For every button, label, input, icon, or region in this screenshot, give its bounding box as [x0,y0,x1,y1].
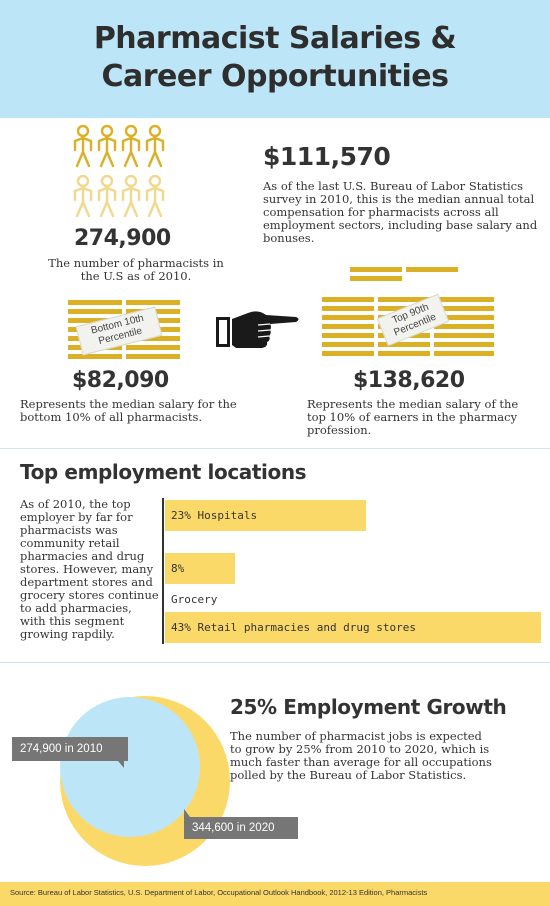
person-icon [145,124,165,168]
median-desc: As of the last U.S. Bureau of Labor Stat… [263,180,543,245]
person-icon [97,124,117,168]
bottom-percentile-value: $82,090 [72,368,169,393]
growth-desc-line: much faster than average for all occupat… [230,755,492,769]
bar-label: 23% Hospitals [171,509,258,522]
employment-desc-line: community retail [20,536,120,550]
growth-desc: The number of pharmacist jobs is expecte… [230,730,530,782]
source-text: Source: Bureau of Labor Statistics, U.S.… [10,888,428,897]
title-line-1: Pharmacist Salaries & [93,21,457,56]
employment-desc-line: As of 2010, the top [20,497,131,511]
employment-desc-line: stores. However, many [20,562,154,576]
callout-2020-tail [184,809,190,817]
page-title: Pharmacist Salaries & Career Opportuniti… [0,20,550,96]
divider [0,662,550,663]
top-percentile-value: $138,620 [353,368,465,393]
person-icon [121,124,141,168]
employment-desc-line: pharmacists was [20,523,118,537]
bar-label: 43% Retail pharmacies and drug stores [171,621,417,634]
top-desc-line: profession. [307,423,372,437]
title-line-2: Career Opportunities [101,59,449,94]
pharmacists-desc-line: The number of pharmacists in [48,256,224,270]
growth-desc-line: to grow by 25% from 2010 to 2020, which … [230,742,490,756]
employment-bar-retail: 43% Retail pharmacies and drug stores [165,612,541,643]
people-icon-group [73,124,165,218]
top-percentile-desc: Represents the median salary of the top … [307,398,537,437]
callout-2020: 344,600 in 2020 [184,817,298,839]
employment-bar-grocery: 8% Grocery stores [165,553,235,637]
median-desc-line: compensation for pharmacists across all [263,205,499,219]
bottom-desc-line: Represents the median salary for the [20,397,237,411]
source-footer: Source: Bureau of Labor Statistics, U.S.… [0,882,550,906]
employment-desc-line: to add pharmacies, [20,601,132,615]
person-icon [121,174,141,218]
bar-axis [162,498,164,644]
bottom-desc-line: bottom 10% of all pharmacists. [20,410,203,424]
header-banner: Pharmacist Salaries & Career Opportuniti… [0,0,550,118]
employment-desc-line: department stores and [20,575,153,589]
employment-desc-line: growing rapdily. [20,627,115,641]
median-desc-line: employment sectors, including base salar… [263,218,538,232]
person-icon [97,174,117,218]
top-desc-line: top 10% of earners in the pharmacy [307,410,518,424]
person-icon [73,174,93,218]
pharmacists-desc-line: the U.S as of 2010. [80,269,192,283]
employment-bar-hospitals: 23% Hospitals [165,500,366,531]
growth-circles [60,696,230,866]
person-icon [73,124,93,168]
median-total: $111,570 [263,142,391,171]
employment-desc-line: with this segment [20,614,125,628]
growth-desc-line: The number of pharmacist jobs is expecte… [230,729,482,743]
callout-2010-tail [118,761,124,768]
employment-desc: As of 2010, the top employer by far for … [20,498,160,641]
growth-section-title: 25% Employment Growth [230,695,507,719]
employment-desc-line: employer by far for [20,510,133,524]
median-desc-line: survey in 2010, this is the median annua… [263,192,535,206]
pharmacists-desc: The number of pharmacists in the U.S as … [36,257,236,283]
employment-desc-line: grocery stores continue [20,588,159,602]
median-desc-line: As of the last U.S. Bureau of Labor Stat… [263,179,524,193]
person-icon [145,174,165,218]
growth-desc-line: polled by the Bureau of Labor Statistics… [230,768,467,782]
median-desc-line: bonuses. [263,231,315,245]
bottom-percentile-desc: Represents the median salary for the bot… [20,398,260,424]
pointing-hand-icon [216,311,299,348]
callout-2010: 274,900 in 2010 [12,737,128,761]
circle-2010 [60,697,200,837]
employment-desc-line: pharmacies and drug [20,549,145,563]
top-desc-line: Represents the median salary of the [307,397,519,411]
pharmacists-count: 274,900 [74,226,171,251]
divider [0,448,550,449]
employment-section-title: Top employment locations [20,460,307,484]
